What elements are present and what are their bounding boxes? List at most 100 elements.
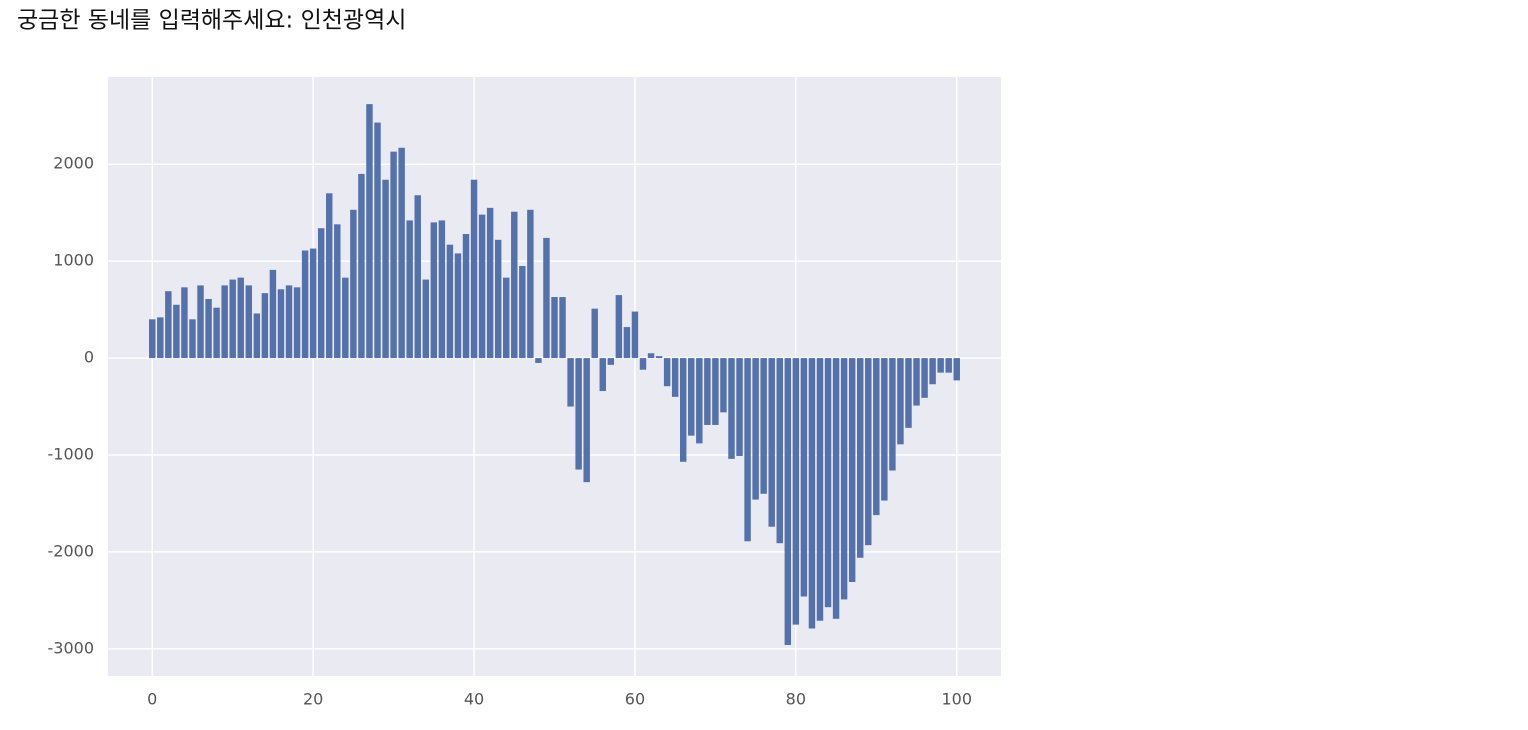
bar xyxy=(374,122,381,359)
bar xyxy=(776,358,783,544)
bar xyxy=(881,358,888,501)
x-tick-label: 40 xyxy=(464,690,484,709)
bar xyxy=(422,279,429,359)
bar xyxy=(342,277,349,359)
bar xyxy=(575,358,582,470)
x-tick-label: 100 xyxy=(941,690,972,709)
bar xyxy=(173,304,180,359)
bar xyxy=(366,104,373,359)
bar xyxy=(334,224,341,359)
bar xyxy=(921,358,928,398)
bar xyxy=(905,358,912,428)
bar xyxy=(663,358,671,387)
bar xyxy=(390,151,397,359)
bar xyxy=(913,358,920,406)
bar xyxy=(680,358,687,462)
bar xyxy=(607,358,615,365)
bar xyxy=(929,358,936,385)
y-tick-label: 2000 xyxy=(53,154,94,173)
bar xyxy=(414,195,421,359)
bar xyxy=(688,358,695,436)
bar xyxy=(736,358,743,456)
bar xyxy=(720,358,727,413)
bar xyxy=(293,287,301,359)
bar xyxy=(696,358,703,444)
y-tick-label: 0 xyxy=(84,348,94,367)
bar xyxy=(446,244,454,359)
x-tick-label: 0 xyxy=(147,690,157,709)
bar xyxy=(157,317,164,359)
bar xyxy=(181,287,188,359)
bar xyxy=(189,319,196,359)
bar xyxy=(744,358,751,542)
bar xyxy=(165,291,172,359)
bar xyxy=(865,358,872,546)
y-tick-label: 1000 xyxy=(53,251,94,270)
bar xyxy=(647,353,655,359)
bar xyxy=(873,358,880,516)
bar xyxy=(760,358,767,494)
bar xyxy=(784,358,792,645)
bar xyxy=(205,298,212,359)
bar xyxy=(559,297,566,359)
bar xyxy=(551,297,558,359)
bar xyxy=(768,358,775,527)
bar xyxy=(149,319,156,359)
bar xyxy=(832,358,840,619)
bar xyxy=(567,358,574,407)
y-tick-label: -2000 xyxy=(48,541,95,560)
bar xyxy=(704,358,711,425)
bar xyxy=(623,327,631,359)
bar xyxy=(631,311,639,359)
y-tick-label: -1000 xyxy=(48,445,95,464)
bar xyxy=(197,285,204,359)
bar xyxy=(639,358,647,370)
bar xyxy=(655,356,663,359)
bar xyxy=(245,285,253,359)
bar xyxy=(953,358,960,381)
bar xyxy=(527,209,534,359)
bar xyxy=(897,358,904,445)
bar xyxy=(277,289,285,359)
bar xyxy=(430,222,438,359)
bar xyxy=(470,179,478,359)
bar xyxy=(615,295,623,359)
bar xyxy=(454,253,462,359)
bar xyxy=(712,358,719,425)
bar xyxy=(326,193,333,359)
bar xyxy=(591,308,598,359)
bar xyxy=(503,277,510,359)
bar xyxy=(840,358,848,600)
bar xyxy=(937,358,944,373)
bar xyxy=(808,358,816,629)
bar xyxy=(583,358,590,483)
y-tick-label: -3000 xyxy=(48,638,95,657)
bar xyxy=(945,358,952,373)
bar xyxy=(792,358,800,625)
bar xyxy=(889,358,896,471)
bar xyxy=(350,209,357,359)
bar xyxy=(398,147,405,359)
bar xyxy=(269,269,277,359)
bar xyxy=(213,307,220,359)
bar xyxy=(285,285,293,359)
bar xyxy=(358,173,365,359)
bar xyxy=(824,358,832,608)
bar xyxy=(543,237,550,359)
bar xyxy=(462,234,470,359)
bar xyxy=(671,358,679,397)
bar xyxy=(478,214,486,359)
bar xyxy=(382,179,389,359)
x-tick-label: 60 xyxy=(625,690,645,709)
bar xyxy=(237,277,244,359)
x-tick-label: 20 xyxy=(303,690,323,709)
bar xyxy=(406,220,413,359)
bar xyxy=(438,220,446,359)
bar xyxy=(535,358,542,363)
bar xyxy=(229,279,236,359)
bar xyxy=(261,293,269,359)
bar xyxy=(309,248,317,359)
bar xyxy=(486,207,494,359)
